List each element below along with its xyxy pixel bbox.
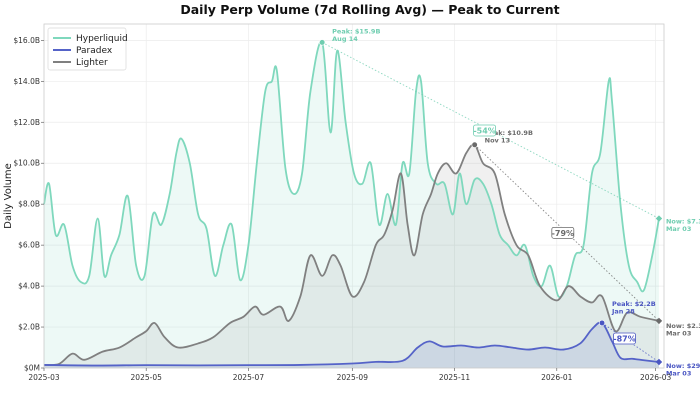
chart-title: Daily Perp Volume (7d Rolling Avg) — Pea… [180,2,559,17]
lighter-area [44,144,659,368]
x-tick-label: 2026-01 [541,373,573,382]
hyperliquid-peak-marker [319,39,326,46]
lighter-now-marker [655,317,663,325]
y-tick-label: $4.0B [18,282,40,291]
grid [43,24,664,369]
hyperliquid-area [44,41,659,368]
y-tick-label: $0M [24,364,40,373]
paradex-now-label: Now: $293M [666,362,700,370]
x-tick-label: 2025-07 [233,373,265,382]
legend-label-paradex: Paradex [76,46,113,56]
lighter-now-label: Mar 03 [666,329,691,337]
hyperliquid-now-label: Now: $7.3B [666,218,700,226]
hyperliquid-now-label: Mar 03 [666,225,691,233]
y-tick-label: $6.0B [18,241,40,250]
legend-label-hyperliquid: Hyperliquid [76,34,128,44]
paradex-peak-marker [598,319,606,327]
x-tick-label: 2025-03 [28,373,60,382]
lighter-change-box [551,226,575,239]
hyperliquid-now-marker [655,215,663,222]
paradex-area [44,322,659,368]
legend: Hyperliquid Paradex Lighter [47,27,128,71]
x-tick-label: 2025-11 [439,373,471,382]
y-axis-label: Daily Volume [3,163,14,229]
lighter-peak-label: Nov 13 [485,136,510,144]
paradex-peak-label: Peak: $2.2B [612,300,656,308]
x-tick-label: 2025-05 [131,373,163,382]
paradex-now-label: Mar 03 [666,370,691,378]
plot-frame [43,23,665,369]
y-tick-label: $8.0B [18,200,40,209]
y-tick-label: $12.0B [13,118,40,127]
paradex-change-box [613,332,636,345]
y-tick-label: $2.0B [18,323,40,332]
paradex-change-label: -87% [613,334,635,343]
x-tick-label: 2025-09 [337,373,369,382]
axes: $0M $2.0B $4.0B $6.0B $8.0B $10.0B $12.0B $14.0… [13,23,672,382]
hyperliquid-change-label: -54% [473,126,495,135]
hyperliquid-line [43,40,660,299]
paradex-peak-to-now-line [601,322,660,363]
y-tick-label: $14.0B [13,77,40,86]
lighter-peak-marker [471,141,478,148]
lighter-line [43,143,660,366]
hyperliquid-change-box [473,124,496,137]
hyperliquid-peak-label: Aug 14 [332,35,358,43]
y-tick-label: $10.0B [13,159,40,168]
x-tick-label: 2026-03 [640,373,672,382]
lighter-peak-label: Peak: $10.9B [485,129,533,137]
series-lines [43,40,660,367]
y-tick-label: $16.0B [13,36,40,45]
paradex-peak-label: Jan 28 [611,307,635,315]
series-areas [44,41,659,368]
lighter-change-label: -79% [552,229,574,238]
lighter-now-label: Now: $2.3B [666,322,700,330]
paradex-line [43,321,660,367]
paradex-now-marker [655,358,663,366]
hyperliquid-peak-label: Peak: $15.9B [332,27,380,35]
legend-label-lighter: Lighter [76,58,108,68]
